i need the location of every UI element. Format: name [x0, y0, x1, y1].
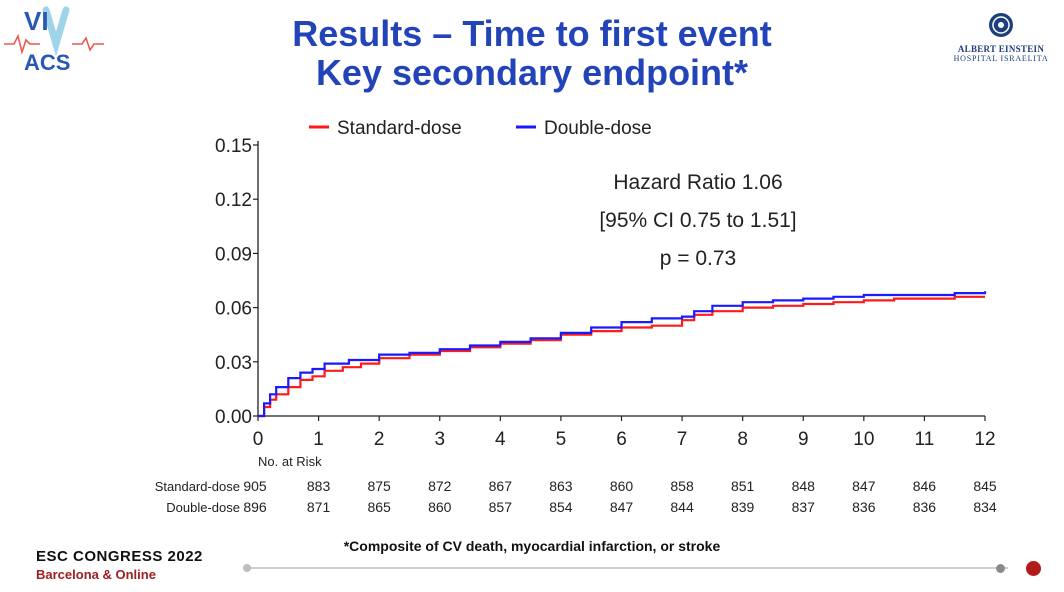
- congress-name: ESC CONGRESS 2022: [36, 548, 203, 565]
- logo-right-line1: ALBERT EINSTEIN: [957, 44, 1045, 54]
- x-tick-label: 8: [737, 429, 748, 450]
- logo-left-line1: VI: [24, 6, 49, 36]
- x-tick-label: 5: [556, 429, 567, 450]
- series-line: [258, 295, 985, 418]
- risk-value: 848: [792, 478, 816, 494]
- risk-value: 857: [489, 499, 513, 515]
- progress-dot-start: [243, 564, 251, 572]
- footer-progress-rule: [246, 567, 1008, 569]
- risk-value: 837: [792, 499, 816, 515]
- kaplan-meier-chart: 0.00 0.03 0.06 0.09 0.12 0.15 0 1 2 3 4 5 6 7 8 9 10 11 12…: [124, 108, 1022, 525]
- risk-value: 846: [913, 478, 937, 494]
- y-tick-label: 0.00: [215, 407, 252, 428]
- risk-value: 896: [243, 499, 267, 515]
- risk-value: 871: [307, 499, 331, 515]
- title-line-1: Results – Time to first event: [292, 13, 772, 54]
- x-tick-label: 0: [253, 429, 264, 450]
- y-tick-label: 0.06: [215, 299, 252, 320]
- risk-value: 858: [670, 478, 694, 494]
- y-tick-label: 0.12: [215, 190, 252, 211]
- risk-value: 847: [852, 478, 876, 494]
- x-tick-label: 9: [798, 429, 809, 450]
- x-tick-label: 2: [374, 429, 385, 450]
- logo-left-line2: ACS: [24, 50, 70, 75]
- risk-value: 836: [913, 499, 937, 515]
- logo-right-line2: HOSPITAL ISRAELITA: [953, 54, 1049, 63]
- x-tick-label: 12: [974, 429, 995, 450]
- risk-value: 836: [852, 499, 876, 515]
- vip-acs-logo-icon: VI ACS: [0, 0, 110, 80]
- risk-value: 851: [731, 478, 755, 494]
- risk-value: 847: [610, 499, 634, 515]
- risk-value: 905: [243, 478, 267, 494]
- x-tick-label: 4: [495, 429, 506, 450]
- x-tick-label: 11: [915, 429, 935, 450]
- ribbon-icon: [42, 6, 70, 57]
- risk-value: 844: [670, 499, 694, 515]
- annotation-line: [95% CI 0.75 to 1.51]: [599, 209, 796, 232]
- risk-value: 863: [549, 478, 573, 494]
- progress-dot-end: [1026, 561, 1041, 576]
- x-tick-label: 1: [313, 429, 324, 450]
- risk-table-title: No. at Risk: [258, 454, 322, 469]
- x-tick-label: 7: [677, 429, 688, 450]
- risk-row-label: Double-dose: [166, 500, 240, 515]
- ecg-line-icon: [4, 33, 104, 55]
- albert-einstein-emblem-icon: [989, 13, 1013, 37]
- progress-dot-current: [996, 564, 1005, 573]
- y-tick-label: 0.09: [215, 244, 252, 265]
- series-line: [258, 291, 987, 418]
- risk-value: 872: [428, 478, 452, 494]
- legend-label: Double-dose: [544, 118, 652, 139]
- risk-value: 883: [307, 478, 331, 494]
- legend-label: Standard-dose: [337, 118, 462, 139]
- risk-value: 834: [973, 499, 997, 515]
- risk-value: 845: [973, 478, 997, 494]
- congress-location: Barcelona & Online: [36, 567, 156, 582]
- x-tick-label: 3: [434, 429, 445, 450]
- risk-value: 860: [610, 478, 634, 494]
- risk-value: 875: [367, 478, 391, 494]
- y-tick-label: 0.03: [215, 353, 252, 374]
- risk-value: 865: [367, 499, 391, 515]
- x-tick-label: 6: [616, 429, 627, 450]
- risk-row-label: Standard-dose: [155, 479, 240, 494]
- annotation-line: Hazard Ratio 1.06: [613, 171, 782, 194]
- chart-svg: 0.000.030.060.090.120.150 1 2 3 4 5 6 7 8 9 10 11 12…: [155, 118, 997, 515]
- footnote: *Composite of CV death, myocardial infar…: [343, 538, 721, 554]
- albert-einstein-logo: ALBERT EINSTEIN HOSPITAL ISRAELITA: [945, 8, 1057, 68]
- risk-value: 860: [428, 499, 452, 515]
- annotation-line: p = 0.73: [660, 247, 736, 270]
- risk-value: 839: [731, 499, 755, 515]
- slide-title: Results – Time to first event Key second…: [200, 14, 864, 92]
- title-line-2: Key secondary endpoint*: [315, 52, 749, 93]
- y-tick-label: 0.15: [215, 136, 252, 157]
- risk-value: 867: [489, 478, 513, 494]
- risk-value: 854: [549, 499, 573, 515]
- x-tick-label: 10: [853, 429, 874, 450]
